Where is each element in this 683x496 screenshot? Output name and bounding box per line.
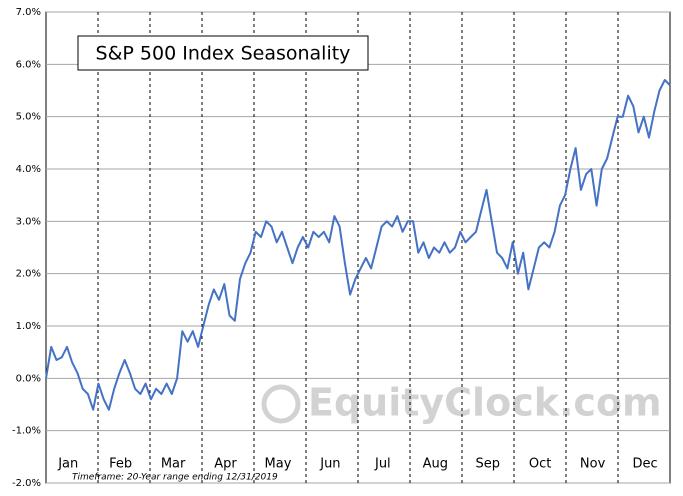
x-tick-label: Oct bbox=[529, 457, 551, 472]
watermark-text: EquityClock.com bbox=[308, 381, 662, 425]
y-tick-label: 1.0% bbox=[16, 321, 41, 332]
series-line bbox=[45, 79, 671, 411]
y-tick-label: -1.0% bbox=[12, 426, 41, 437]
x-tick-label: Jun bbox=[319, 457, 340, 472]
y-tick-label: 0.0% bbox=[16, 373, 41, 384]
y-tick-label: 5.0% bbox=[16, 112, 41, 123]
x-tick-label: Nov bbox=[580, 457, 606, 472]
x-tick-label: Feb bbox=[109, 457, 132, 472]
x-tick-label: Mar bbox=[161, 457, 186, 472]
y-tick-label: 2.0% bbox=[16, 269, 41, 280]
y-tick-label: 3.0% bbox=[16, 216, 41, 227]
title-box bbox=[77, 35, 369, 71]
x-tick-label: Dec bbox=[632, 457, 657, 472]
x-tick-label: Aug bbox=[423, 457, 448, 472]
watermark-icon bbox=[261, 384, 301, 424]
y-tick-label: 4.0% bbox=[16, 164, 41, 175]
chart-title: S&P 500 Index Seasonality bbox=[96, 43, 351, 65]
x-tick-label: May bbox=[265, 457, 292, 472]
y-tick-label: 7.0% bbox=[16, 7, 41, 18]
x-tick-label: Apr bbox=[214, 457, 237, 472]
x-tick-label: Jan bbox=[57, 457, 78, 472]
watermark: EquityClock.com bbox=[261, 381, 662, 425]
x-tick-label: Jul bbox=[374, 457, 391, 472]
y-tick-label: 6.0% bbox=[16, 59, 41, 70]
y-tick-label: -2.0% bbox=[12, 478, 41, 489]
x-tick-label: Sep bbox=[475, 457, 500, 472]
annotation: Timeframe: 20-Year range ending 12/31/20… bbox=[72, 473, 278, 483]
